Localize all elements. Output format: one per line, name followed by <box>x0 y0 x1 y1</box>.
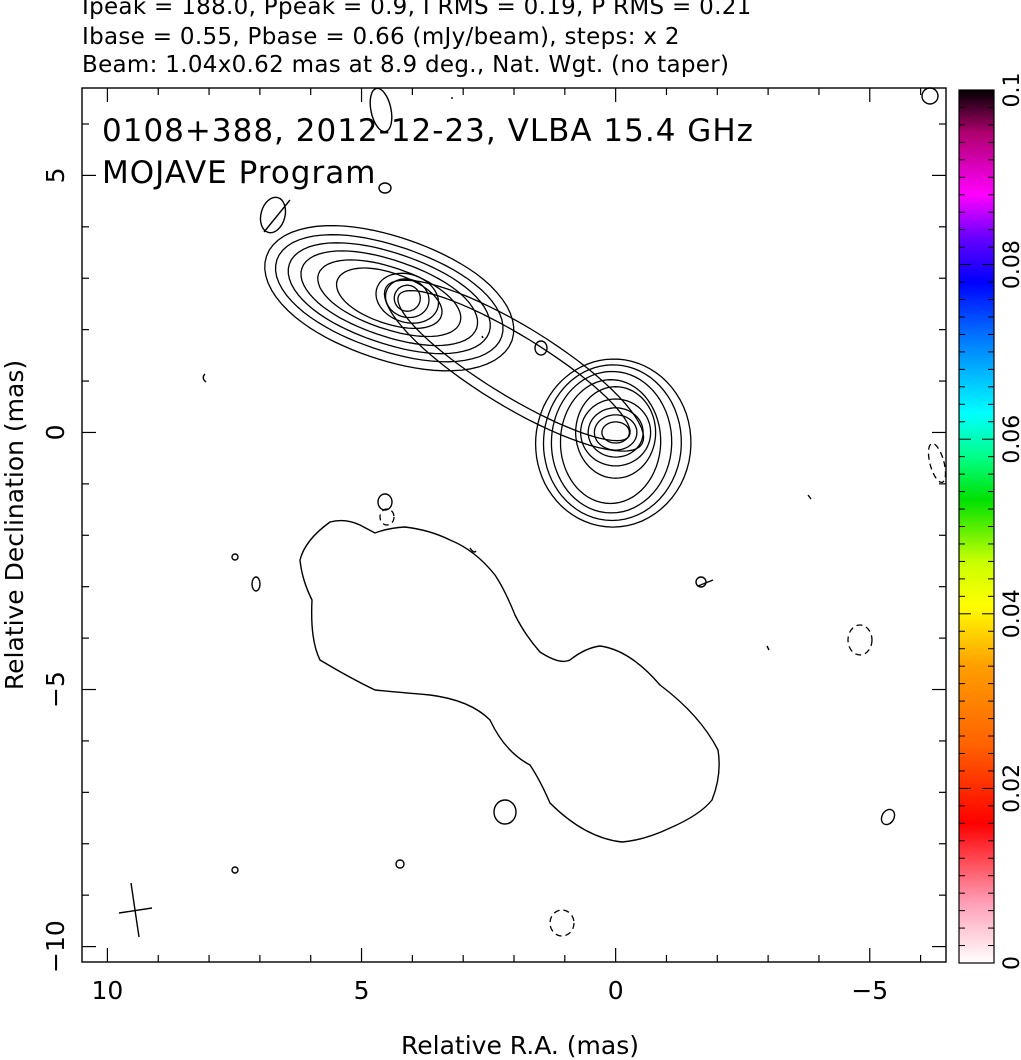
artifact-contour <box>377 493 393 511</box>
artifact-contour <box>695 576 707 588</box>
header-line-2: Ibase = 0.55, Pbase = 0.66 (mJy/beam), s… <box>82 24 680 50</box>
colorbar-tick-label: 0.04 <box>1000 589 1021 638</box>
knot-contour <box>317 259 462 338</box>
artifact-contour <box>493 799 517 825</box>
colorbar-tick-label: 0 <box>1000 956 1021 970</box>
artifact-contour <box>259 196 287 234</box>
artifact-contour <box>395 859 405 869</box>
artifact-contour <box>880 808 896 826</box>
artifact-contour <box>378 182 392 194</box>
artifact-contour <box>231 553 239 561</box>
extended-emission-contour <box>299 519 720 843</box>
core-contour <box>587 407 644 458</box>
y-tick-label: 0 <box>41 425 70 441</box>
x-tick-label: 10 <box>92 976 124 1005</box>
y-tick-label: −10 <box>41 920 70 973</box>
artifact-contour <box>231 866 239 874</box>
core-contour <box>559 379 662 505</box>
y-axis-label: Relative Declination (mas) <box>0 360 29 690</box>
artifact-contour <box>697 579 714 587</box>
chart-subtitle: MOJAVE Program <box>102 155 376 191</box>
contours <box>264 224 692 528</box>
knot-contour <box>393 284 421 312</box>
knot-contour <box>264 224 515 372</box>
core-contour <box>593 414 638 451</box>
x-axis-label: Relative R.A. (mas) <box>401 1031 639 1060</box>
axes: 10 5 0 −5 −10 −5 0 5 <box>41 88 946 1005</box>
negative-contour <box>549 909 575 937</box>
beam-minor-axis <box>118 907 153 914</box>
negative-contour <box>927 442 947 484</box>
x-tick-label: 5 <box>354 976 370 1005</box>
colorbar-tick-label: 0.08 <box>1000 240 1021 289</box>
header-line-3: Beam: 1.04x0.62 mas at 8.9 deg., Nat. Wg… <box>82 52 730 78</box>
chart-title: 0108+388, 2012-12-23, VLBA 15.4 GHz <box>102 113 754 149</box>
core-contour <box>550 370 673 514</box>
artifact-contour <box>202 373 207 383</box>
plot-frame <box>81 87 947 963</box>
header-line-1: Ipeak = 188.0, Ppeak = 0.9, I RMS = 0.19… <box>82 0 752 20</box>
core-contour <box>579 398 652 467</box>
bridge-contour <box>397 289 631 442</box>
core-contour <box>601 421 631 444</box>
knot-contour <box>274 234 504 363</box>
artifact-contour <box>766 645 770 651</box>
beam-marker <box>118 882 153 938</box>
artifact-contour <box>263 199 291 233</box>
knot-contour <box>287 242 491 355</box>
colorbar-ticks: 0 0.02 0.04 0.06 0.08 0.1 <box>959 73 1021 970</box>
negative-contour <box>379 508 395 526</box>
y-tick-label: 5 <box>41 167 70 183</box>
artifact-contour <box>921 87 939 105</box>
x-tick-label: 0 <box>608 976 624 1005</box>
negative-contours <box>379 442 947 937</box>
artifact-contour <box>807 494 812 500</box>
knot-contour <box>384 278 430 319</box>
y-tick-label: −5 <box>41 671 70 708</box>
colorbar-tick-label: 0.1 <box>1000 73 1021 108</box>
artifact-contour <box>369 87 393 133</box>
bridge-contour <box>383 279 645 452</box>
artifact-contour <box>251 576 261 592</box>
artifact-contour <box>481 335 484 339</box>
colorbar-tick-label: 0.06 <box>1000 415 1021 464</box>
negative-contour <box>847 624 873 656</box>
knot-contour <box>300 250 479 347</box>
colorbar-tick-label: 0.02 <box>1000 764 1021 813</box>
core-contour <box>542 364 682 522</box>
knot-contour <box>335 267 443 330</box>
extended-contour <box>202 87 939 874</box>
artifact-contour <box>469 547 477 553</box>
x-tick-label: −5 <box>851 976 888 1005</box>
core-contour <box>574 386 657 479</box>
knot-contour <box>534 340 548 356</box>
core-contour <box>534 358 692 528</box>
